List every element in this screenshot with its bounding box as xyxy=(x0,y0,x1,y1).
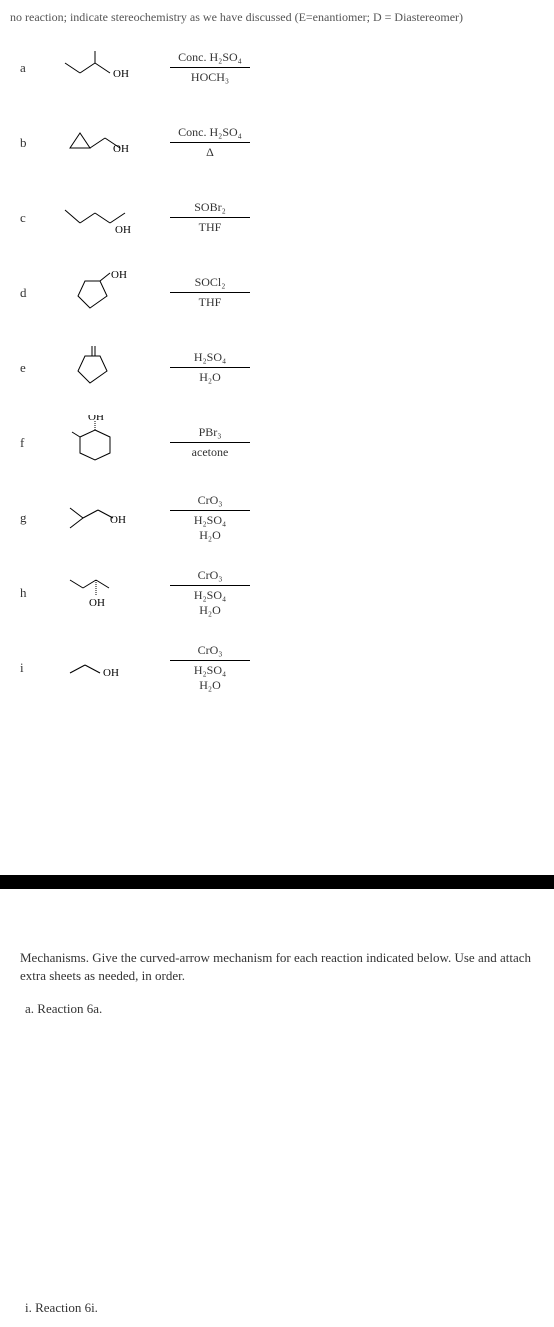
structure-g: OH xyxy=(40,498,160,538)
cyclopropyl-alcohol-icon: OH xyxy=(55,123,145,163)
row-label: i xyxy=(20,660,40,676)
reaction-row: h OH CrO₃ H₂SO₄ H₂O xyxy=(20,565,544,620)
chiral-alcohol-icon: OH xyxy=(55,570,145,615)
alcohol-icon: OH xyxy=(55,48,145,88)
arrow-icon xyxy=(170,142,250,143)
row-label: e xyxy=(20,360,40,376)
reaction-row: g OH CrO₃ H₂SO₄ H₂O xyxy=(20,490,544,545)
row-label: h xyxy=(20,585,40,601)
mech-item-a: a. Reaction 6a. xyxy=(25,1000,544,1018)
cond-bot: Δ xyxy=(160,145,260,160)
reaction-row: i OH CrO₃ H₂SO₄ H₂O xyxy=(20,640,544,695)
structure-b: OH xyxy=(40,123,160,163)
conditions: CrO₃ H₂SO₄ H₂O xyxy=(160,493,260,543)
row-label: c xyxy=(20,210,40,226)
reaction-list: a OH Conc. H₂SO₄ HOCH₃ b OH xyxy=(20,40,544,695)
arrow-icon xyxy=(170,367,250,368)
structure-i: OH xyxy=(40,653,160,683)
mech-intro: Mechanisms. Give the curved-arrow mechan… xyxy=(20,950,531,983)
structure-h: OH xyxy=(40,570,160,615)
mechanism-section: Mechanisms. Give the curved-arrow mechan… xyxy=(20,949,544,1317)
reaction-row: a OH Conc. H₂SO₄ HOCH₃ xyxy=(20,40,544,95)
primary-alcohol-icon: OH xyxy=(55,653,145,683)
conditions: SOCl₂ THF xyxy=(160,275,260,310)
svg-text:OH: OH xyxy=(89,597,105,609)
cond-bot: THF xyxy=(160,220,260,235)
conditions: Conc. H₂SO₄ HOCH₃ xyxy=(160,50,260,85)
conditions: Conc. H₂SO₄ Δ xyxy=(160,125,260,160)
structure-e xyxy=(40,343,160,393)
cond-top: CrO₃ xyxy=(160,493,260,508)
header-text: no reaction; indicate stereochemistry as… xyxy=(10,10,544,25)
reaction-row: b OH Conc. H₂SO₄ Δ xyxy=(20,115,544,170)
arrow-icon xyxy=(170,660,250,661)
reaction-row: f OH PBr₃ acetone xyxy=(20,415,544,470)
row-label: b xyxy=(20,135,40,151)
secondary-alcohol-icon: OH xyxy=(55,198,145,238)
cond-top: H₂SO₄ xyxy=(160,350,260,365)
arrow-icon xyxy=(170,67,250,68)
cond-bot: acetone xyxy=(160,445,260,460)
arrow-icon xyxy=(170,292,250,293)
conditions: PBr₃ acetone xyxy=(160,425,260,460)
cond-bot: H₂SO₄ H₂O xyxy=(160,588,260,618)
arrow-icon xyxy=(170,217,250,218)
isobutanol-icon: OH xyxy=(55,498,145,538)
row-label: d xyxy=(20,285,40,301)
cond-top: PBr₃ xyxy=(160,425,260,440)
cyclopentanol-icon: OH xyxy=(65,268,135,318)
cond-bot: HOCH₃ xyxy=(160,70,260,85)
conditions: H₂SO₄ H₂O xyxy=(160,350,260,385)
svg-text:OH: OH xyxy=(113,68,129,80)
row-label: g xyxy=(20,510,40,526)
structure-a: OH xyxy=(40,48,160,88)
structure-f: OH xyxy=(40,415,160,470)
cond-bot: H₂SO₄ H₂O xyxy=(160,663,260,693)
cond-top: SOCl₂ xyxy=(160,275,260,290)
cond-bot: H₂O xyxy=(160,370,260,385)
svg-text:OH: OH xyxy=(88,415,104,423)
cond-bot: THF xyxy=(160,295,260,310)
conditions: SOBr₂ THF xyxy=(160,200,260,235)
structure-c: OH xyxy=(40,198,160,238)
cond-bot: H₂SO₄ H₂O xyxy=(160,513,260,543)
svg-text:OH: OH xyxy=(113,143,129,155)
arrow-icon xyxy=(170,585,250,586)
cond-top: CrO₃ xyxy=(160,643,260,658)
methylenecyclopentane-icon xyxy=(65,343,135,393)
reaction-row: e H₂SO₄ H₂O xyxy=(20,340,544,395)
arrow-icon xyxy=(170,510,250,511)
svg-text:OH: OH xyxy=(103,667,119,679)
mech-item-i: i. Reaction 6i. xyxy=(25,1299,544,1317)
structure-d: OH xyxy=(40,268,160,318)
cond-top: Conc. H₂SO₄ xyxy=(160,50,260,65)
svg-text:OH: OH xyxy=(115,224,131,236)
row-label: f xyxy=(20,435,40,451)
svg-text:OH: OH xyxy=(111,269,127,281)
reaction-row: c OH SOBr₂ THF xyxy=(20,190,544,245)
cond-top: SOBr₂ xyxy=(160,200,260,215)
cyclohexanol-icon: OH xyxy=(65,415,135,470)
row-label: a xyxy=(20,60,40,76)
conditions: CrO₃ H₂SO₄ H₂O xyxy=(160,568,260,618)
cond-top: CrO₃ xyxy=(160,568,260,583)
cond-top: Conc. H₂SO₄ xyxy=(160,125,260,140)
conditions: CrO₃ H₂SO₄ H₂O xyxy=(160,643,260,693)
arrow-icon xyxy=(170,442,250,443)
divider-bar xyxy=(0,875,554,889)
svg-text:OH: OH xyxy=(110,514,126,526)
reaction-row: d OH SOCl₂ THF xyxy=(20,265,544,320)
